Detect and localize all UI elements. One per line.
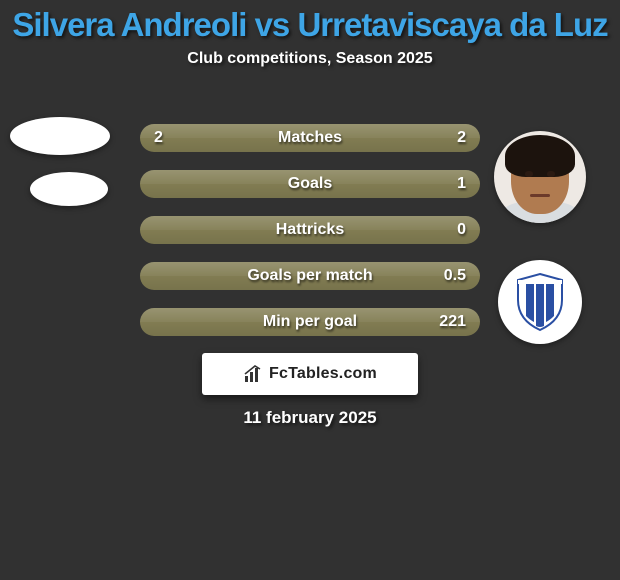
player-eye-right (547, 171, 554, 177)
shield-icon (515, 272, 565, 332)
stat-label: Goals per match (140, 267, 480, 285)
team-right-badge (498, 260, 582, 344)
stat-value-right: 221 (439, 313, 466, 331)
stat-value-right: 1 (457, 175, 466, 193)
page-subtitle: Club competitions, Season 2025 (0, 50, 620, 68)
stat-label: Matches (140, 129, 480, 147)
stat-label: Goals (140, 175, 480, 193)
brand-logo-text: FcTables.com (269, 365, 377, 383)
stat-value-right: 0.5 (444, 267, 466, 285)
chart-icon (243, 364, 263, 384)
stat-label: Min per goal (140, 313, 480, 331)
brand-logo: FcTables.com (202, 353, 418, 395)
stat-row: Min per goal221 (140, 308, 480, 336)
date-label: 11 february 2025 (0, 408, 620, 428)
stat-bars: 2Matches2 Goals1 Hattricks0 Goals per match… (140, 124, 480, 354)
team-left-badge (30, 172, 108, 206)
player-right-portrait (494, 131, 586, 223)
page-title: Silvera Andreoli vs Urretaviscaya da Luz (0, 0, 620, 44)
stat-value-right: 0 (457, 221, 466, 239)
stat-row: Hattricks0 (140, 216, 480, 244)
stat-value-right: 2 (457, 129, 466, 147)
player-hair (505, 135, 575, 177)
stat-row: 2Matches2 (140, 124, 480, 152)
player-eye-left (525, 171, 532, 177)
player-left-portrait (10, 117, 110, 155)
stat-row: Goals1 (140, 170, 480, 198)
stat-row: Goals per match0.5 (140, 262, 480, 290)
stat-label: Hattricks (140, 221, 480, 239)
stat-value-left: 2 (154, 129, 163, 147)
player-mouth (530, 194, 550, 198)
